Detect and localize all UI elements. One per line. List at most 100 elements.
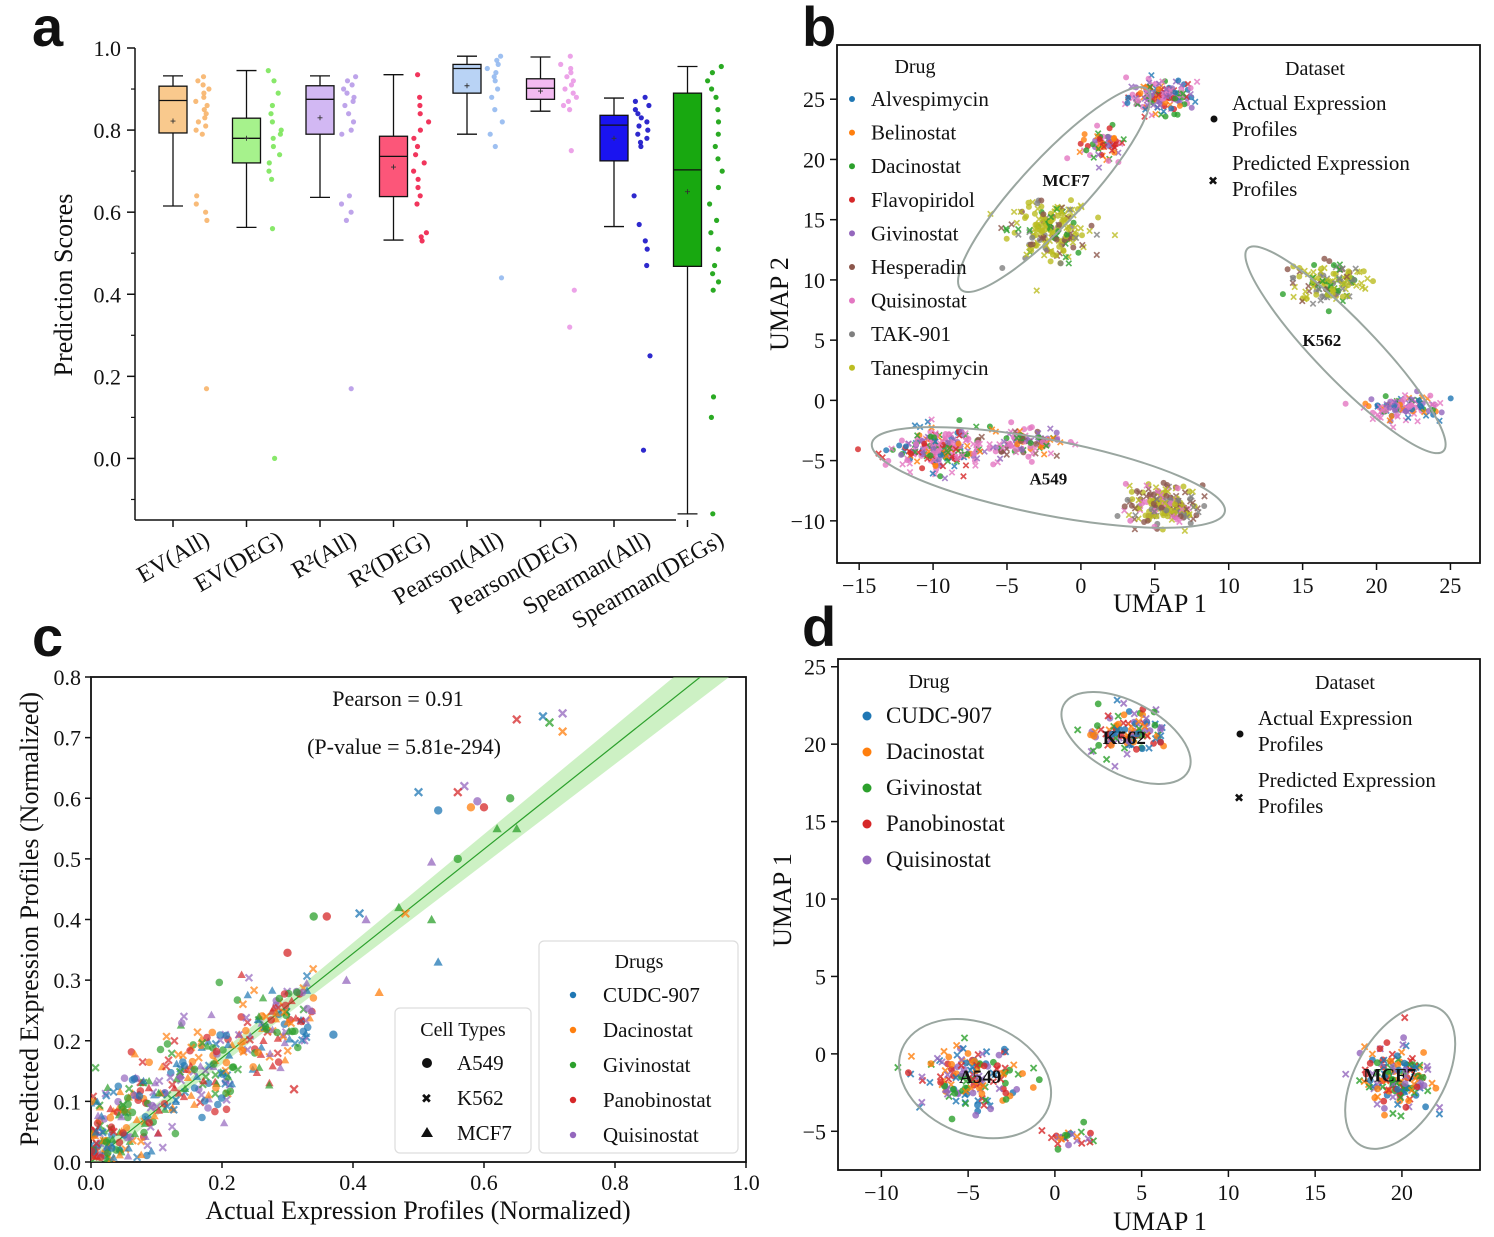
- umap-point: [1162, 113, 1169, 120]
- umap-point: [1007, 442, 1014, 449]
- scatter-point: [272, 1008, 281, 1017]
- umap-point: [1063, 231, 1070, 238]
- scatter-point: [109, 1153, 118, 1161]
- umap-point: [1135, 97, 1141, 104]
- scatter-point: [276, 1063, 285, 1072]
- c-ytick-label: 0.2: [54, 1029, 82, 1054]
- umap-point: [995, 1051, 1003, 1059]
- umap-point: [933, 1054, 942, 1063]
- umap-point: [1400, 1013, 1409, 1022]
- umap-point: [1399, 1040, 1407, 1049]
- umap-point: [1144, 517, 1151, 524]
- umap-point: [1002, 225, 1010, 232]
- legend-marker-actual-dot-d: [1236, 730, 1244, 738]
- c-xtick-label: 0.8: [601, 1170, 629, 1195]
- legend-marker-k562: ✖: [421, 1092, 432, 1107]
- umap-point: [1339, 265, 1346, 272]
- umap-point: [965, 435, 972, 442]
- umap-point: [1034, 205, 1042, 213]
- umap-point: [1335, 274, 1343, 282]
- panel-b-y-ticks: −10 −5 0 5 10 15 20 25: [791, 87, 837, 534]
- umap-point: [1174, 111, 1181, 118]
- scatter-point: [107, 1123, 116, 1131]
- umap-point: [855, 446, 861, 453]
- scatter-point: [179, 1012, 189, 1021]
- box-1: [231, 68, 284, 461]
- umap-point: [1176, 102, 1183, 109]
- scatter-point: [296, 1016, 305, 1026]
- scatter-point: [132, 1115, 142, 1124]
- umap-point: [1193, 78, 1201, 86]
- jitter-point: [418, 234, 424, 240]
- a-ytick-label: 1.0: [94, 36, 122, 61]
- umap-point: [1087, 731, 1094, 739]
- scatter-point: [93, 1111, 103, 1120]
- d-ytick-label: 15: [804, 810, 826, 835]
- umap-point: [941, 1066, 950, 1075]
- umap-point: [1008, 221, 1015, 228]
- umap-point: [1128, 729, 1137, 738]
- umap-point: [1079, 241, 1086, 249]
- panel-d-letter: d: [802, 595, 836, 658]
- box-mean-marker: [244, 135, 249, 141]
- umap-point: [1065, 226, 1072, 233]
- jitter-point: [413, 152, 419, 158]
- box-mean-marker: [170, 118, 176, 124]
- scatter-point: [466, 803, 476, 812]
- scatter-point: [166, 1073, 175, 1082]
- scatter-point: [124, 1143, 133, 1152]
- umap-point: [978, 433, 986, 441]
- umap-point: [1374, 1085, 1381, 1093]
- umap-point: [1171, 501, 1178, 508]
- umap-point: [896, 442, 903, 449]
- umap-point: [928, 439, 936, 447]
- umap-point: [948, 469, 956, 476]
- umap-point: [1181, 489, 1189, 496]
- scatter-point: [273, 1034, 283, 1042]
- scatter-point: [171, 1097, 181, 1106]
- legend-marker-a549: [422, 1058, 432, 1068]
- scatter-point: [123, 1151, 133, 1160]
- jitter-point: [426, 119, 432, 125]
- umap-point: [1058, 210, 1065, 217]
- umap-point: [1105, 157, 1112, 164]
- umap-point: [1360, 1077, 1368, 1086]
- scatter-point: [221, 1066, 230, 1075]
- umap-point: [1321, 264, 1328, 272]
- umap-point: [943, 1071, 952, 1079]
- umap-point: [1313, 291, 1320, 298]
- d-ytick-label: 5: [815, 964, 826, 989]
- legend-label-a549: A549: [457, 1051, 504, 1075]
- scatter-point: [211, 1107, 219, 1116]
- cluster-ellipse: [1060, 690, 1192, 785]
- jitter-point: [570, 78, 577, 84]
- umap-point: [1163, 507, 1170, 514]
- b-xtick-label: 20: [1366, 573, 1388, 598]
- umap-point: [1114, 720, 1122, 728]
- legend-label-actual-d-line2: Profiles: [1258, 732, 1323, 756]
- umap-point: [1163, 492, 1170, 499]
- jitter-point: [201, 94, 207, 100]
- jitter-point: [708, 414, 715, 420]
- jitter-point: [567, 107, 573, 113]
- umap-point: [1402, 1103, 1410, 1111]
- umap-point: [1416, 397, 1422, 404]
- panel-a-plot: [158, 53, 725, 517]
- umap-point: [1114, 712, 1122, 720]
- umap-point: [1391, 398, 1399, 406]
- umap-point: [1068, 197, 1074, 204]
- panel-b-drug-legend-title: Drug: [894, 56, 935, 78]
- legend-label-tanespimycin: Tanespimycin: [871, 356, 989, 380]
- jitter-point: [201, 90, 207, 96]
- scatter-point: [506, 794, 515, 803]
- umap-point: [1130, 738, 1138, 746]
- jitter-point: [414, 201, 420, 207]
- scatter-point: [144, 1076, 154, 1085]
- scatter-point: [265, 1080, 274, 1089]
- scatter-point: [174, 1050, 183, 1059]
- scatter-point: [301, 1029, 311, 1038]
- panel-a-y-axis-title: Prediction Scores: [49, 194, 78, 377]
- jitter-point: [715, 246, 721, 252]
- umap-point: [1110, 135, 1117, 142]
- jitter-point: [272, 455, 278, 461]
